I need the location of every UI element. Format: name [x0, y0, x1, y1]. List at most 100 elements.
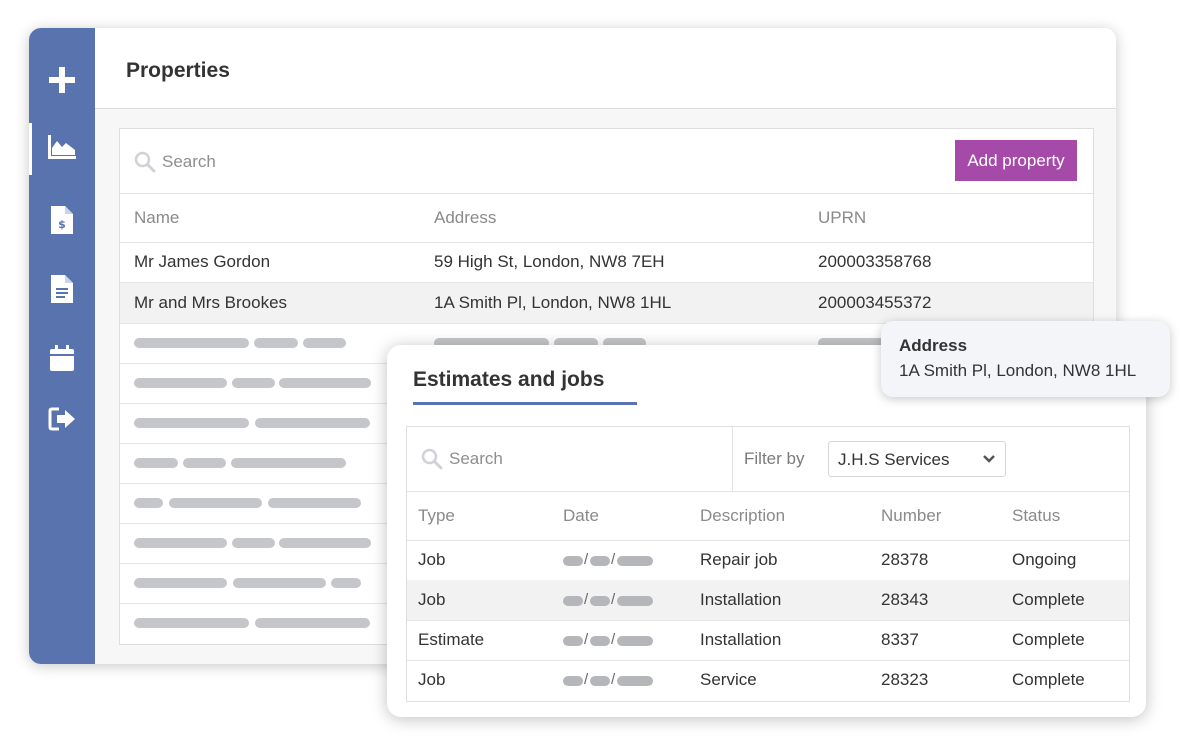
table-row[interactable]: Mr James Gordon 59 High St, London, NW8 …	[120, 242, 1093, 283]
property-address: 59 High St, London, NW8 7EH	[434, 252, 665, 271]
search-icon	[134, 151, 156, 173]
property-uprn: 200003455372	[818, 293, 932, 312]
column-header-status: Status	[1012, 506, 1061, 525]
job-type: Estimate	[418, 630, 485, 649]
placeholder-bar	[232, 538, 275, 548]
placeholder-bar	[232, 378, 275, 388]
column-header-uprn: UPRN	[818, 208, 867, 227]
placeholder-bar	[268, 498, 361, 508]
calendar-icon	[50, 345, 74, 371]
estimates-jobs-panel: Estimates and jobs Filter by J.H.S Servi…	[387, 345, 1146, 717]
placeholder-bar	[183, 458, 226, 468]
property-name: Mr and Mrs Brookes	[134, 293, 288, 312]
job-description: Service	[700, 670, 757, 689]
placeholder-bar	[134, 618, 249, 628]
search-icon	[421, 448, 443, 470]
sidebar-item-add[interactable]	[29, 56, 95, 104]
job-type: Job	[418, 590, 446, 609]
property-address: 1A Smith Pl, London, NW8 1HL	[434, 293, 672, 312]
filter-label: Filter by	[744, 449, 805, 468]
placeholder-bar	[554, 338, 598, 348]
tooltip-value: 1A Smith Pl, London, NW8 1HL	[899, 361, 1137, 380]
column-header-date: Date	[563, 506, 599, 525]
placeholder-bar	[255, 418, 370, 428]
invoice-icon: $	[51, 206, 73, 234]
table-row[interactable]: Job / / Repair job 28378 Ongoing	[407, 540, 1129, 581]
placeholder-row	[120, 603, 1093, 643]
column-header-type: Type	[418, 506, 455, 525]
document-icon	[51, 275, 73, 303]
tab-underline	[413, 402, 637, 405]
properties-toolbar: Add property	[120, 129, 1093, 194]
toolbar-divider	[732, 427, 733, 491]
estimates-table: Filter by J.H.S Services Type Date Descr…	[406, 426, 1130, 702]
filter-selected-value: J.H.S Services	[838, 450, 950, 469]
job-number: 28323	[881, 670, 929, 689]
page-header: Properties	[95, 28, 1116, 109]
job-status: Complete	[1012, 670, 1085, 689]
sidebar-item-dashboard[interactable]	[29, 123, 95, 175]
job-status: Complete	[1012, 630, 1085, 649]
properties-search-input[interactable]	[162, 149, 562, 175]
sidebar-item-logout[interactable]	[29, 395, 95, 443]
date-placeholder: / /	[563, 551, 655, 568]
placeholder-bar	[134, 578, 227, 588]
job-description: Installation	[700, 590, 782, 609]
placeholder-bar	[279, 378, 371, 388]
filter-dropdown[interactable]: J.H.S Services	[828, 441, 1006, 477]
svg-text:$: $	[58, 218, 66, 231]
placeholder-bar	[818, 338, 898, 348]
page-title: Properties	[126, 59, 230, 82]
placeholder-bar	[233, 578, 326, 588]
placeholder-bar	[134, 338, 249, 348]
placeholder-bar	[434, 338, 549, 348]
placeholder-bar	[134, 538, 227, 548]
plus-icon	[49, 67, 75, 93]
date-placeholder: / /	[563, 671, 655, 688]
column-header-address: Address	[434, 208, 497, 227]
address-tooltip: Address 1A Smith Pl, London, NW8 1HL	[881, 321, 1170, 397]
job-number: 8337	[881, 630, 919, 649]
job-description: Installation	[700, 630, 782, 649]
date-placeholder: / /	[563, 631, 655, 648]
table-row[interactable]: Job / / Service 28323 Complete	[407, 660, 1129, 700]
estimates-toolbar: Filter by J.H.S Services	[407, 427, 1129, 492]
sidebar-item-calendar[interactable]	[29, 334, 95, 382]
chevron-down-icon	[983, 455, 995, 463]
job-type: Job	[418, 550, 446, 569]
job-type: Job	[418, 670, 446, 689]
placeholder-bar	[279, 538, 371, 548]
estimates-search-input[interactable]	[449, 446, 709, 472]
date-placeholder: / /	[563, 591, 655, 608]
placeholder-bar	[331, 578, 361, 588]
job-status: Complete	[1012, 590, 1085, 609]
sidebar: $	[29, 28, 95, 664]
add-property-button[interactable]: Add property	[955, 140, 1077, 181]
job-number: 28378	[881, 550, 929, 569]
placeholder-bar	[603, 338, 646, 348]
placeholder-bar	[134, 498, 163, 508]
property-uprn: 200003358768	[818, 252, 932, 271]
placeholder-bar	[255, 618, 370, 628]
tooltip-title: Address	[899, 336, 968, 355]
job-number: 28343	[881, 590, 929, 609]
table-row[interactable]: Estimate / / Installation 8337 Complete	[407, 620, 1129, 661]
sidebar-item-documents[interactable]	[29, 265, 95, 313]
sidebar-item-invoices[interactable]: $	[29, 196, 95, 244]
placeholder-bar	[134, 458, 178, 468]
logout-icon	[48, 407, 75, 431]
job-description: Repair job	[700, 550, 778, 569]
placeholder-bar	[169, 498, 262, 508]
placeholder-bar	[231, 458, 346, 468]
estimates-title: Estimates and jobs	[413, 368, 605, 391]
column-header-name: Name	[134, 208, 180, 227]
table-row[interactable]: Job / / Installation 28343 Complete	[407, 580, 1129, 621]
placeholder-bar	[303, 338, 346, 348]
placeholder-bar	[134, 378, 227, 388]
column-header-description: Description	[700, 506, 786, 525]
properties-header-row: Name Address UPRN	[120, 194, 1093, 243]
chart-icon	[48, 135, 76, 159]
estimates-header-row: Type Date Description Number Status	[407, 492, 1129, 541]
table-row[interactable]: Mr and Mrs Brookes 1A Smith Pl, London, …	[120, 283, 1093, 324]
property-name: Mr James Gordon	[134, 252, 271, 271]
